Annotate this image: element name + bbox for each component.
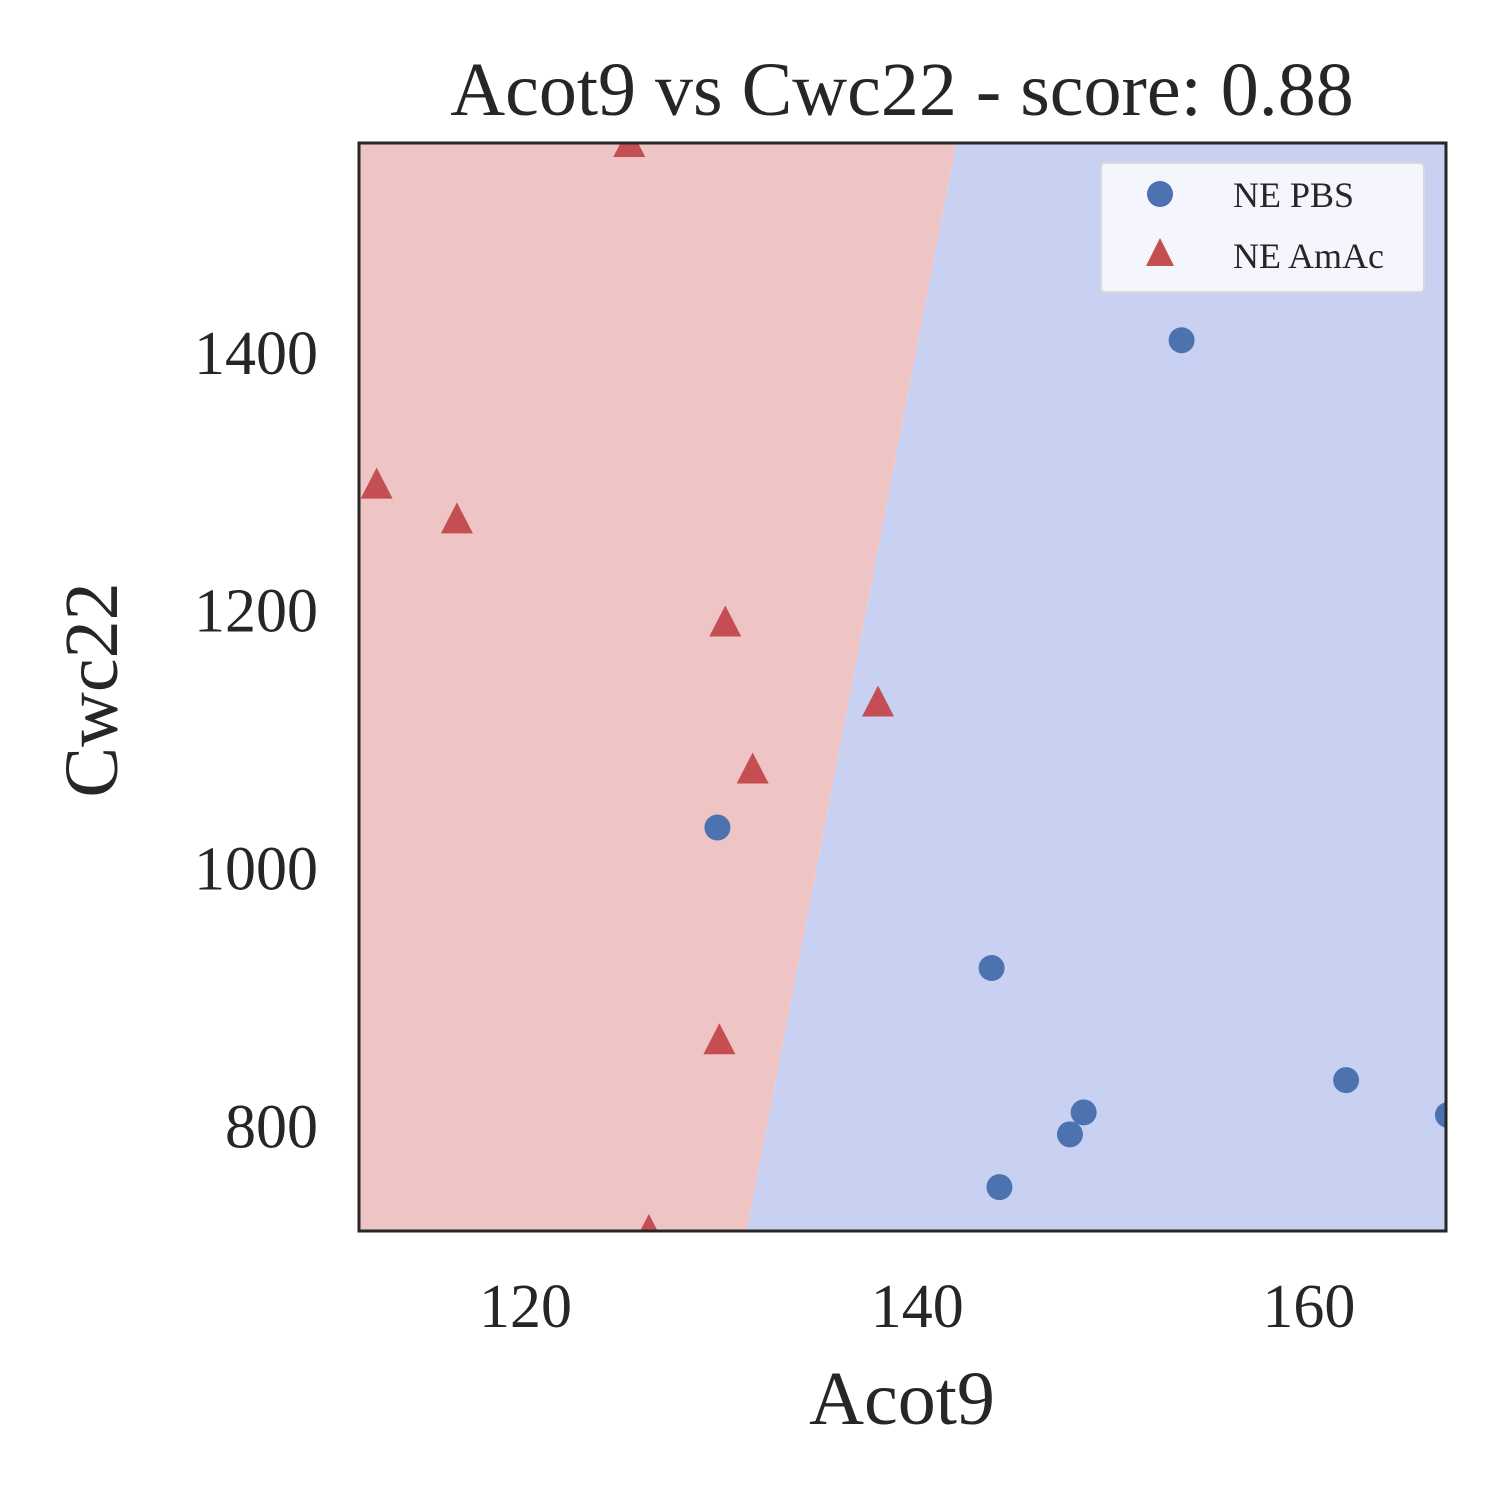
point-ne-pbs-4 [1434, 1102, 1446, 1128]
point-ne-amac-6 [703, 1023, 736, 1055]
y-tick-label: 1400 [194, 320, 318, 388]
region-ne-amac [359, 143, 957, 1231]
x-tick-label: 160 [1262, 1273, 1355, 1341]
point-ne-amac-5 [736, 752, 769, 784]
x-axis-label: Acot9 [809, 1357, 995, 1441]
legend-marker-ne-amac [1146, 238, 1174, 266]
y-axis-ticks: 800 1000 1200 1400 [194, 320, 318, 1161]
y-tick-label: 800 [225, 1093, 318, 1161]
plot-area [359, 143, 1446, 1231]
y-axis-label: Cwc22 [50, 582, 134, 797]
point-ne-amac-7 [640, 1214, 658, 1231]
chart-title: Acot9 vs Cwc22 - score: 0.88 [450, 48, 1353, 132]
point-ne-pbs-1 [704, 814, 731, 841]
point-ne-pbs-0 [1168, 327, 1195, 354]
x-axis-ticks: 120 140 160 [479, 1273, 1355, 1341]
point-ne-amac-2 [440, 502, 473, 534]
point-ne-pbs-7 [986, 1174, 1013, 1201]
y-tick-label: 1200 [194, 578, 318, 646]
legend: NE PBS NE AmAc [1100, 162, 1425, 293]
point-ne-amac-1 [360, 467, 393, 499]
x-tick-label: 120 [479, 1273, 572, 1341]
plot-frame [357, 141, 1448, 1233]
point-ne-pbs-2 [978, 955, 1005, 982]
y-tick-label: 1000 [194, 835, 318, 903]
point-ne-amac-3 [709, 605, 742, 637]
legend-marker-ne-pbs [1147, 181, 1173, 207]
point-ne-pbs-3 [1333, 1067, 1360, 1094]
point-ne-amac-4 [862, 685, 895, 717]
point-ne-pbs-5 [1070, 1099, 1097, 1126]
point-ne-amac-0 [613, 143, 646, 157]
point-ne-pbs-6 [1056, 1121, 1083, 1148]
legend-box [1100, 162, 1425, 293]
x-tick-label: 140 [871, 1273, 964, 1341]
data-points [360, 143, 1446, 1231]
legend-label-ne-pbs: NE PBS [1233, 175, 1354, 215]
region-ne-pbs [746, 143, 1446, 1231]
legend-label-ne-amac: NE AmAc [1233, 236, 1384, 276]
